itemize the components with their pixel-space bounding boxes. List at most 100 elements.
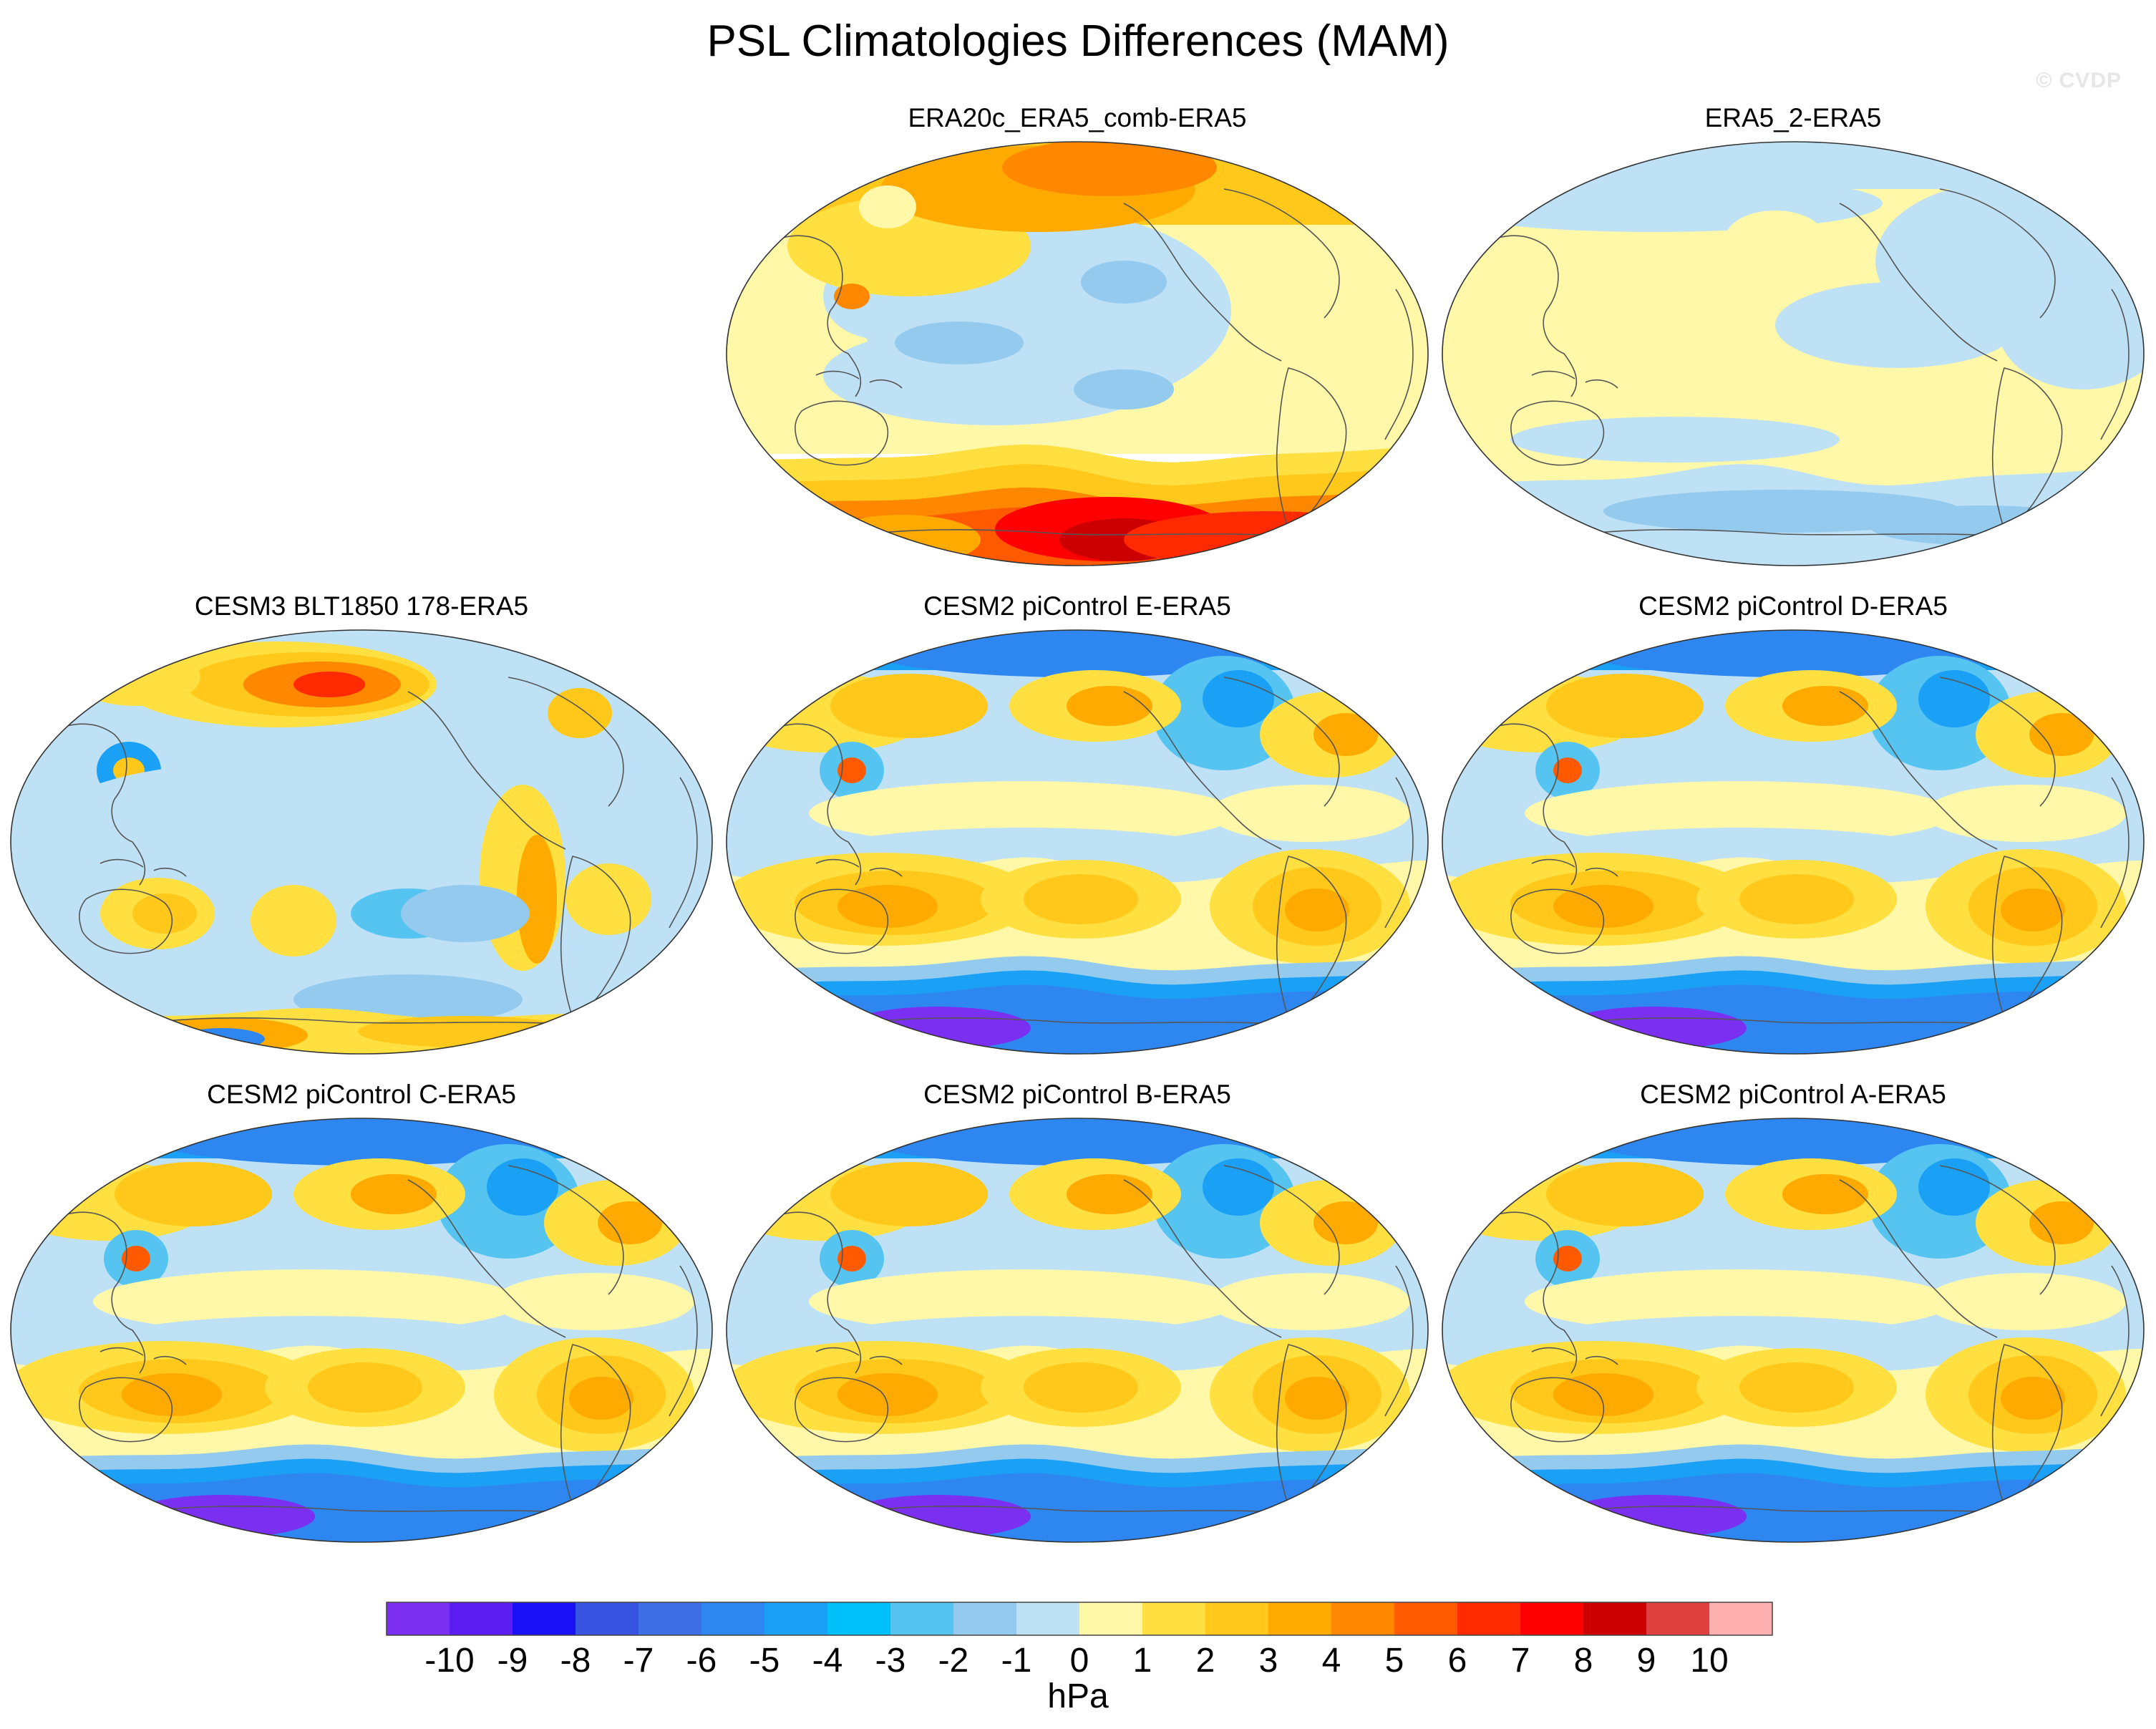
colorbar-tick-label: -10 [424, 1642, 475, 1680]
coastline-africa [1384, 1265, 1414, 1417]
coastline-north-america [1839, 203, 1998, 362]
colorbar-swatch [1142, 1602, 1205, 1635]
colorbar-swatch [1205, 1602, 1268, 1635]
negative-anomaly-region [1918, 670, 1990, 727]
map-cesm2-e [726, 629, 1429, 1055]
colorbar-swatch [701, 1602, 764, 1635]
colorbar-tick-label: 10 [1690, 1642, 1729, 1680]
colorbar-swatch [576, 1602, 638, 1635]
coastline-antarctica [1545, 529, 2041, 541]
positive-anomaly-region [2029, 713, 2094, 756]
negative-anomaly-region [43, 1014, 143, 1042]
map-era5-2 [1442, 141, 2145, 566]
positive-anomaly-region [598, 1201, 662, 1244]
colorbar-swatch [1394, 1602, 1457, 1635]
coastline-indonesia [815, 858, 903, 877]
panel-title: CESM2 piControl A-ERA5 [1640, 1080, 1946, 1109]
positive-anomaly-region [1739, 1362, 1854, 1413]
negative-anomaly-region [1868, 505, 2097, 546]
negative-anomaly-region [1510, 417, 1840, 462]
positive-anomaly-region [72, 649, 200, 706]
positive-anomaly-region [823, 515, 981, 565]
positive-anomaly-region [744, 526, 873, 566]
colorbar-tick-label: 1 [1132, 1642, 1152, 1680]
positive-anomaly-region [548, 688, 612, 738]
map-outline [1442, 1118, 2145, 1543]
coastline-antarctica [830, 1017, 1325, 1029]
positive-anomaly-region [1553, 885, 1654, 928]
coastline-africa [669, 1265, 698, 1417]
positive-anomaly-region [1067, 686, 1152, 726]
coastline-north-america-east [1939, 188, 2056, 319]
positive-anomaly-region [517, 835, 557, 964]
coastline-africa [2100, 1265, 2130, 1417]
coastline-north-america-east [1939, 1165, 2056, 1295]
map-outline [726, 629, 1429, 1055]
coastline-australia [79, 888, 173, 954]
colorbar-tick-label: 4 [1321, 1642, 1341, 1680]
positive-anomaly-region [1546, 1162, 1704, 1226]
positive-anomaly-region [122, 1373, 222, 1416]
map-outline [10, 629, 713, 1055]
map-cesm2-b [726, 1118, 1429, 1543]
panel-title: CESM3 BLT1850 178-ERA5 [194, 591, 529, 621]
coastline-north-america [1839, 1179, 1998, 1338]
colorbar-units: hPa [1047, 1677, 1109, 1715]
map-outline [10, 1118, 713, 1543]
colorbar-tick-label: 8 [1573, 1642, 1593, 1680]
panel-era5-2: ERA5_2-ERA5 [1439, 100, 2147, 573]
negative-anomaly-region [1203, 670, 1274, 727]
positive-anomaly-region [251, 885, 336, 956]
positive-anomaly-region [1739, 874, 1854, 924]
positive-anomaly-region [859, 185, 916, 228]
coastline-antarctica [114, 1017, 609, 1029]
negative-anomaly-region [487, 1158, 558, 1216]
coastline-antarctica [830, 1506, 1325, 1517]
colorbar-tick-label: -2 [938, 1642, 969, 1680]
coastline-australia [795, 888, 889, 954]
coastline-asia [1452, 723, 1578, 886]
positive-anomaly-region [1285, 888, 1349, 931]
colorbar-tick-label: 9 [1636, 1642, 1656, 1680]
positive-anomaly-region [837, 1373, 938, 1416]
coastline-north-america-east [1939, 677, 2056, 807]
coastline-antarctica [1545, 1017, 2041, 1029]
negative-anomaly-region [351, 1491, 666, 1534]
panel-title: CESM2 piControl E-ERA5 [923, 591, 1231, 621]
positive-anomaly-region [1313, 713, 1378, 756]
panel-cesm3: CESM3 BLT1850 178-ERA5 [7, 589, 716, 1061]
negative-anomaly-region [1081, 261, 1167, 304]
positive-anomaly-region [809, 1269, 1238, 1334]
coastline-asia [21, 723, 146, 886]
colorbar-swatch [827, 1602, 890, 1635]
colorbar-tick-label: 7 [1510, 1642, 1530, 1680]
coastline-antarctica [830, 529, 1325, 541]
coastline-asia [1452, 235, 1578, 397]
colorbar-swatch [890, 1602, 953, 1635]
negative-anomaly-region [129, 1495, 315, 1538]
positive-anomaly-region [837, 1246, 866, 1272]
colorbar-tick-label: -8 [560, 1642, 591, 1680]
colorbar-swatch [513, 1602, 576, 1635]
coastline-asia [737, 235, 862, 397]
map-outline [726, 141, 1429, 566]
positive-anomaly-region [122, 1246, 150, 1272]
positive-anomaly-region [1285, 1377, 1349, 1420]
positive-anomaly-region [1725, 210, 1825, 268]
negative-anomaly-region [845, 1007, 1031, 1050]
positive-anomaly-region [1525, 1269, 1954, 1334]
coastline-north-america-east [1223, 1165, 1340, 1295]
map-outline [1442, 629, 2145, 1055]
coastline-north-america-east [1223, 677, 1340, 807]
colorbar-tick-label: -4 [812, 1642, 843, 1680]
positive-anomaly-region [1553, 1246, 1582, 1272]
colorbar-swatch [1457, 1602, 1520, 1635]
positive-anomaly-region [809, 781, 1238, 846]
coastline-north-america [1123, 1179, 1282, 1338]
map-outline [1442, 141, 2145, 566]
map-cesm2-d [1442, 629, 2145, 1055]
positive-anomaly-region [1124, 511, 1410, 566]
coastline-indonesia [1531, 370, 1618, 389]
coastline-north-america-east [1223, 188, 1340, 319]
negative-anomaly-region [895, 321, 1024, 364]
